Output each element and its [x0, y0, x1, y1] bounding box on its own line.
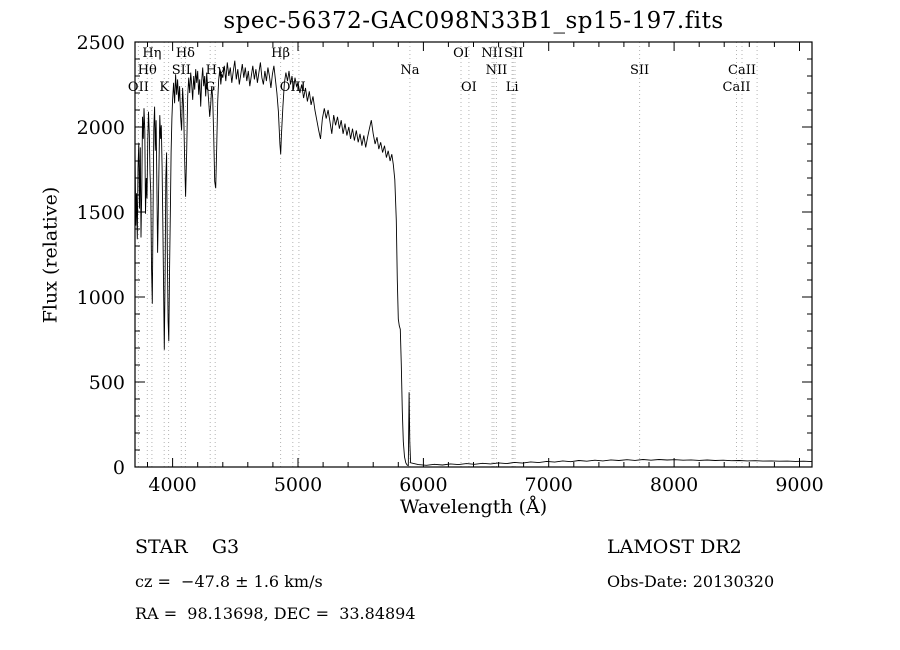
- line-marker-label: NII: [486, 63, 508, 78]
- x-tick-label: 4000: [148, 474, 196, 496]
- plot-frame: [134, 41, 813, 468]
- line-marker-label: OI: [461, 80, 477, 95]
- line-marker-label: Hη: [142, 46, 161, 61]
- line-marker-label: Hγ: [206, 63, 225, 78]
- x-tick-label: 6000: [399, 474, 447, 496]
- y-tick-label: 1500: [77, 202, 125, 224]
- line-marker-label: SII: [504, 46, 523, 61]
- line-marker-label: Na: [400, 63, 419, 78]
- x-tick-label: 8000: [650, 474, 698, 496]
- y-tick-label: 500: [89, 372, 125, 394]
- survey-label: LAMOST DR2: [607, 536, 742, 558]
- line-marker-label: CaII: [728, 63, 756, 78]
- y-tick-label: 0: [113, 457, 125, 479]
- x-tick-label: 7000: [525, 474, 573, 496]
- plot-title: spec-56372-GAC098N33B1_sp15-197.fits: [223, 8, 724, 34]
- line-marker-label: SII: [630, 63, 649, 78]
- line-marker-label: SII: [172, 63, 191, 78]
- ra-dec-value: RA = 98.13698, DEC = 33.84894: [135, 604, 416, 623]
- line-marker-label: OII: [128, 80, 149, 95]
- classification-label: STAR G3: [135, 536, 240, 558]
- spectrum-line: [134, 60, 812, 467]
- cz-value: cz = −47.8 ± 1.6 km/s: [135, 572, 323, 591]
- obs-date: Obs-Date: 20130320: [607, 572, 775, 591]
- line-marker-label: K: [159, 80, 169, 95]
- x-axis-label: Wavelength (Å): [399, 496, 548, 518]
- line-marker-label: Li: [506, 80, 519, 95]
- line-marker-label: Hβ: [271, 46, 290, 61]
- y-tick-label: 2000: [77, 117, 125, 139]
- y-tick-label: 1000: [77, 287, 125, 309]
- y-tick-label: 2500: [77, 32, 125, 54]
- line-marker-label: OI: [453, 46, 469, 61]
- line-marker-label: G: [205, 80, 215, 95]
- line-marker-label: CaII: [723, 80, 751, 95]
- y-axis-label: Flux (relative): [39, 186, 61, 323]
- y-axis-label-wrap: Flux (relative): [28, 42, 72, 467]
- line-marker-label: NII: [481, 46, 503, 61]
- x-tick-label: 9000: [775, 474, 823, 496]
- line-marker-label: Hθ: [138, 63, 157, 78]
- line-marker-label: OIII: [280, 80, 306, 95]
- x-tick-label: 5000: [274, 474, 322, 496]
- line-marker-label: Hδ: [176, 46, 195, 61]
